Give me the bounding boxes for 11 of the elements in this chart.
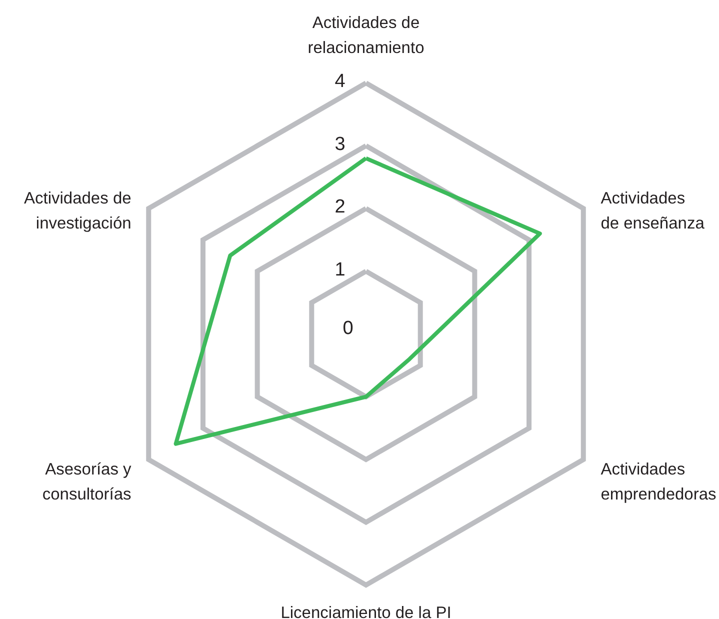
y-tick-label: 2 — [334, 196, 346, 218]
y-tick-label: 1 — [334, 259, 346, 280]
spoke-label: Actividades de relacionamiento — [308, 14, 424, 57]
spoke-label: Licenciamiento de la PI — [280, 604, 452, 619]
spoke-label: Actividades de enseñanza — [600, 190, 706, 232]
spoke-label: Actividades de investigación — [24, 190, 132, 232]
spoke-label: Asesorías y consultorías — [42, 460, 132, 504]
y-tick-label: 3 — [334, 134, 346, 155]
spoke-label: Actividades emprendedoras — [600, 460, 716, 504]
y-tick-label: 4 — [334, 71, 346, 92]
y-tick-label: 0 — [342, 318, 354, 339]
